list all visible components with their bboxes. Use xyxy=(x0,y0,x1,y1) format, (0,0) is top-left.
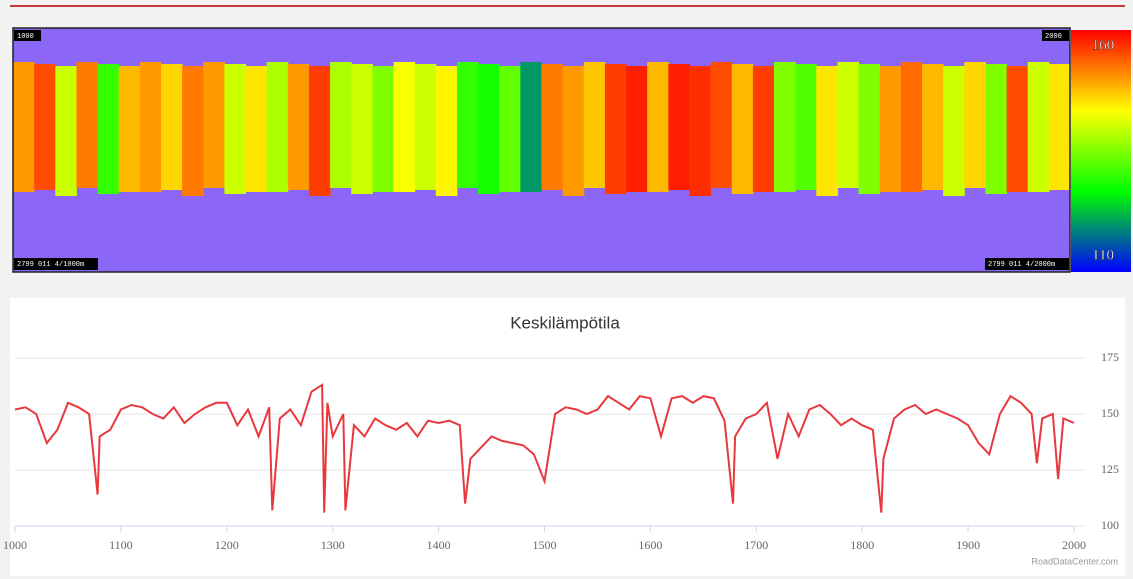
heat-cell xyxy=(753,66,775,192)
x-tick-label: 1600 xyxy=(638,538,662,552)
x-tick-label: 1100 xyxy=(109,538,133,552)
colorbar xyxy=(1071,30,1131,272)
heat-cell xyxy=(13,62,35,192)
heat-cell xyxy=(584,62,606,188)
y-tick-label: 150 xyxy=(1101,406,1119,420)
heat-cell xyxy=(1028,62,1050,192)
heat-cell xyxy=(520,62,542,192)
x-tick-label: 1000 xyxy=(17,33,34,41)
annotation: 2799 011 4/1000m xyxy=(17,261,84,269)
heat-cell xyxy=(647,62,669,192)
heat-cell xyxy=(859,64,881,194)
heat-cell xyxy=(499,66,521,192)
heat-cell xyxy=(161,64,183,190)
heat-cell xyxy=(140,62,162,192)
heat-cell xyxy=(922,64,944,190)
heat-cell xyxy=(351,64,373,194)
heat-cell xyxy=(668,64,690,190)
y-tick-label: 100 xyxy=(1101,518,1119,532)
chart-panel xyxy=(10,298,1125,576)
credit: RoadDataCenter.com xyxy=(1031,556,1118,566)
heat-cell xyxy=(816,66,838,196)
heat-cell xyxy=(964,62,986,188)
heat-cell xyxy=(203,62,225,188)
x-tick-label: 1800 xyxy=(850,538,874,552)
heat-cell xyxy=(774,62,796,192)
colorbar-label: 160 xyxy=(1092,37,1115,53)
heat-cell xyxy=(880,66,902,192)
heat-cell xyxy=(309,66,331,196)
x-tick-label: 1500 xyxy=(533,538,557,552)
y-tick-label: 175 xyxy=(1101,350,1119,364)
x-tick-label: 1000 xyxy=(3,538,27,552)
heat-cell xyxy=(55,66,77,196)
heat-cell xyxy=(1007,66,1029,192)
page: {"chart_data": [ {"type": "heatmap", "bi… xyxy=(0,0,1133,579)
annotation: 2799 011 4/2000m xyxy=(988,261,1055,269)
x-tick-label: 2000 xyxy=(1062,538,1086,552)
heat-cell xyxy=(224,64,246,194)
x-tick-label: 1200 xyxy=(215,538,239,552)
x-tick-label: 1300 xyxy=(321,538,345,552)
heat-cell xyxy=(478,64,500,194)
heat-cell xyxy=(267,62,289,192)
heat-cell xyxy=(34,64,56,190)
heat-cell xyxy=(542,64,564,190)
heat-cell xyxy=(119,66,141,192)
x-tick-label: 1400 xyxy=(427,538,451,552)
heat-cell xyxy=(837,62,859,188)
heat-cell xyxy=(626,66,648,192)
heat-cell xyxy=(605,64,627,194)
heat-cell xyxy=(415,64,437,190)
heat-cell xyxy=(288,64,310,190)
heat-cell xyxy=(457,62,479,188)
heat-cell xyxy=(246,66,268,192)
heat-cell xyxy=(943,66,965,196)
colorbar-label: 110 xyxy=(1092,247,1114,263)
screen: Keskilämpötila 1000 2000 2799 011 4/1000m 2… xyxy=(0,0,1133,579)
heat-cell xyxy=(689,66,711,196)
x-tick-label: 1700 xyxy=(744,538,768,552)
heat-cell xyxy=(711,62,733,188)
heat-cell xyxy=(985,64,1007,194)
heat-cell xyxy=(330,62,352,188)
heat-cell xyxy=(372,66,394,192)
heat-cell xyxy=(76,62,98,188)
heat-cell xyxy=(436,66,458,196)
heat-cell xyxy=(732,64,754,194)
heat-cell xyxy=(901,62,923,192)
heat-cell xyxy=(98,64,120,194)
x-tick-label: 2000 xyxy=(1045,33,1062,41)
heat-cell xyxy=(795,64,817,190)
chart-title: Keskilämpötila xyxy=(510,313,620,332)
heat-cell xyxy=(1049,64,1071,190)
heat-cell xyxy=(182,66,204,196)
heat-cell xyxy=(563,66,585,196)
x-tick-label: 1900 xyxy=(956,538,980,552)
heat-cell xyxy=(394,62,416,192)
y-tick-label: 125 xyxy=(1101,462,1119,476)
